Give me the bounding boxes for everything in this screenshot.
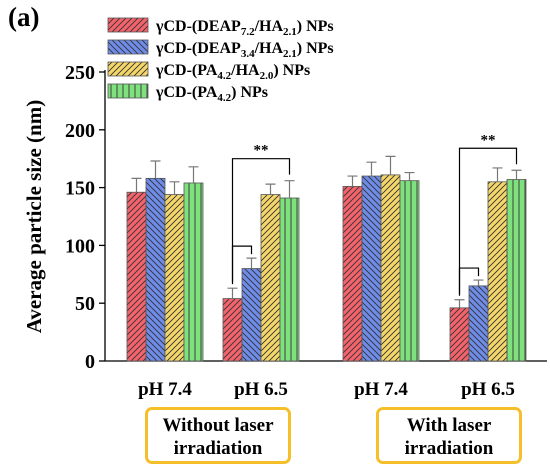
x-tick-label: pH 6.5	[461, 379, 515, 400]
error-bar	[404, 171, 415, 181]
significance-bracket-inner	[231, 245, 253, 285]
error-bar	[473, 279, 484, 286]
group-label-line: irradiation	[173, 438, 263, 459]
group-label-line: Without laser	[162, 415, 274, 436]
legend-label-part: ) NPs	[231, 84, 268, 101]
axes: 0 50 100 150 200 250 Average particle size (nm…	[22, 62, 547, 400]
legend-label: γCD-(PA4.2/HA2.0) NPs	[155, 62, 310, 82]
y-axis-label: Average particle size (nm)	[22, 100, 46, 333]
y-tick-label: 100	[65, 235, 95, 257]
legend-label-part: 2.0	[260, 70, 274, 82]
bar	[449, 307, 470, 362]
legend-label: γCD-(DEAP7.2/HA2.1) NPs	[155, 18, 334, 38]
legend-label-part: /HA	[254, 18, 284, 35]
legend-label-part: /HA	[230, 62, 260, 79]
x-tick-label: pH 7.4	[354, 379, 408, 400]
legend-label-part: 2.1	[283, 48, 297, 60]
legend-swatch	[107, 83, 149, 99]
significance-brackets: ** **	[231, 132, 518, 296]
error-bar	[188, 166, 199, 183]
bar	[399, 180, 420, 362]
significance-label: **	[481, 132, 496, 148]
error-bar	[385, 155, 396, 175]
bar	[506, 179, 527, 362]
error-bar	[492, 167, 503, 182]
legend: γCD-(DEAP7.2/HA2.1) NPsγCD-(DEAP3.4/HA2.…	[107, 17, 334, 104]
bar	[126, 191, 147, 362]
error-bar	[169, 181, 180, 195]
significance-bracket	[458, 147, 518, 294]
bar	[487, 181, 508, 362]
legend-swatch	[107, 39, 149, 55]
group-label-line: With laser	[406, 415, 492, 436]
bar	[361, 175, 382, 362]
error-bar	[511, 169, 522, 180]
y-tick-label: 250	[65, 62, 95, 84]
error-bar	[454, 299, 465, 308]
y-tick-label: 150	[65, 178, 95, 200]
bars	[126, 174, 527, 362]
y-tick-label: 50	[75, 293, 95, 315]
legend-swatch	[107, 61, 149, 77]
error-bars	[131, 155, 522, 308]
bar	[279, 197, 300, 362]
x-tick-label: pH 7.4	[138, 379, 192, 400]
legend-label: γCD-(PA4.2) NPs	[155, 84, 268, 104]
error-bar	[347, 175, 358, 187]
bar	[380, 174, 401, 362]
bar	[222, 298, 243, 362]
bar	[183, 182, 204, 362]
legend-label-part: 2.1	[283, 26, 297, 38]
bar	[342, 186, 363, 362]
error-bar	[227, 287, 238, 299]
legend-label-part: 4.2	[217, 92, 231, 104]
significance-bracket-inner	[458, 267, 480, 296]
bar	[164, 194, 185, 362]
legend-label-part: ) NPs	[297, 18, 334, 35]
significance-label: **	[254, 143, 269, 159]
error-bar	[150, 160, 161, 179]
bar	[241, 268, 262, 362]
bar	[260, 194, 281, 362]
group-label-with-laser: With laser irradiation	[376, 407, 522, 464]
legend-label-part: γCD-(DEAP	[155, 18, 241, 35]
error-bar	[131, 177, 142, 193]
error-bar	[284, 180, 295, 199]
group-label-line: irradiation	[404, 438, 494, 459]
legend-label-part: ) NPs	[297, 40, 334, 57]
legend-swatch	[107, 17, 149, 33]
legend-label-part: 4.2	[217, 70, 231, 82]
error-bar	[366, 161, 377, 177]
x-tick-label: pH 6.5	[234, 379, 288, 400]
legend-label-part: /HA	[254, 40, 284, 57]
group-label-without-laser: Without laser irradiation	[145, 407, 291, 464]
legend-label-part: 3.4	[241, 48, 255, 60]
legend-label-part: ) NPs	[273, 62, 310, 79]
panel-label: (a)	[8, 2, 40, 32]
legend-label: γCD-(DEAP3.4/HA2.1) NPs	[155, 40, 334, 60]
bar	[145, 177, 166, 362]
bar	[468, 285, 489, 362]
legend-label-part: γCD-(PA	[155, 84, 218, 101]
legend-label-part: γCD-(PA	[155, 62, 218, 79]
error-bar	[265, 183, 276, 195]
y-tick-label: 0	[85, 351, 95, 373]
error-bar	[246, 257, 257, 269]
legend-label-part: γCD-(DEAP	[155, 40, 241, 57]
legend-label-part: 7.2	[241, 26, 255, 38]
y-tick-label: 200	[65, 120, 95, 142]
significance-bracket	[231, 158, 291, 283]
